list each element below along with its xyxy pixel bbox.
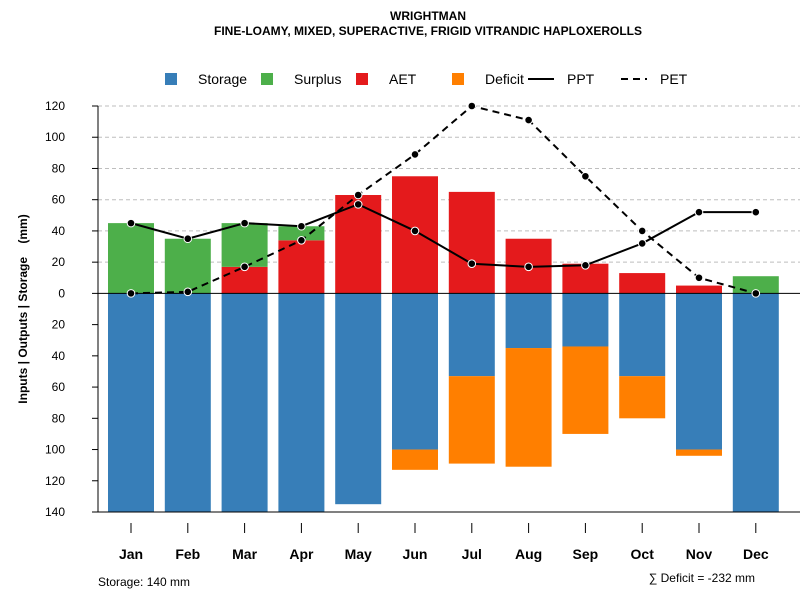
pet-point [751,289,761,298]
ppt-point [353,200,363,209]
storage-bar-apr [278,293,325,512]
pet-point [637,226,647,236]
legend-label-pet: PET [660,71,688,87]
x-tick-label: Mar [232,546,257,562]
deficit-bar-jul [448,376,495,464]
ppt-point [240,218,249,228]
deficit-bar-sep [562,346,609,434]
storage-bar-aug [505,293,552,349]
aet-bar-apr [278,240,325,294]
deficit-bar-oct [619,376,666,419]
x-tick-label: Jan [119,546,143,562]
deficit-bar-nov [676,449,722,456]
ppt-point [637,239,647,248]
x-axis: Jan Feb Mar Apr May Jun Jul Aug Sep Oct Nov Dec [98,511,800,562]
legend-label-ppt: PPT [567,71,595,87]
legend-swatch-surplus [261,73,273,85]
x-tick-label: Jul [462,546,482,562]
legend-label-storage: Storage [198,71,247,87]
y-tick-label: 0 [58,286,65,300]
surplus-bar-jan [108,223,154,294]
chart-title: WRIGHTMAN [390,9,466,23]
y-tick-label: 20 [52,318,66,332]
pet-point [694,273,704,283]
y-axis-label: Inputs | Outputs | Storage (mm) [16,214,30,403]
pet-point [297,235,306,245]
y-tick-label: 80 [52,161,66,175]
aet-bar-nov [676,285,722,294]
pet-point [353,190,363,200]
surplus-bar-apr [278,226,325,241]
storage-note: Storage: 140 mm [98,575,190,589]
ppt-point [467,259,477,269]
ppt-point [297,221,306,231]
y-tick-label: 120 [45,99,65,113]
y-tick-label: 140 [45,505,65,519]
deficit-bar-aug [505,348,552,467]
storage-bar-nov [676,293,722,450]
chart-subtitle: FINE-LOAMY, MIXED, SUPERACTIVE, FRIGID V… [214,24,642,38]
y-axis: 120 100 80 60 40 20 0 20 40 60 80 100 120 140 [45,99,99,519]
storage-bar-jun [392,293,438,450]
y-tick-label: 80 [52,411,66,425]
ppt-point [183,234,193,244]
x-tick-label: Dec [743,546,769,562]
pet-point [524,115,533,125]
storage-bar-oct [619,293,666,377]
pet-point [240,262,249,272]
x-tick-label: Oct [631,546,655,562]
legend-label-deficit: Deficit [485,71,524,87]
legend-label-aet: AET [389,71,417,87]
y-tick-label: 100 [45,130,65,144]
gridlines [98,105,800,263]
ppt-point [694,207,704,217]
storage-bar-jan [108,293,154,512]
y-tick-label: 120 [45,474,65,488]
pet-point [581,171,590,181]
ppt-point [126,218,136,228]
x-tick-label: May [345,546,372,562]
y-tick-label: 20 [52,255,66,269]
aet-bar-jul [448,191,495,294]
legend-swatch-deficit [452,73,464,85]
deficit-bar-jun [392,449,438,470]
x-tick-label: Aug [515,546,542,562]
deficit-note: ∑ Deficit = -232 mm [649,571,755,585]
storage-bar-jul [448,293,495,377]
aet-bar-oct [619,273,666,294]
ppt-point [751,207,761,217]
x-tick-label: Feb [175,546,200,562]
x-tick-label: Jun [403,546,428,562]
legend: Storage Surplus AET Deficit PPT PET [165,71,688,87]
storage-bar-dec [732,293,779,512]
pet-point [126,289,136,298]
pet-point [467,101,477,111]
storage-bar-mar [221,293,268,512]
y-tick-label: 40 [52,224,66,238]
ppt-point [410,226,420,236]
x-tick-label: Apr [289,546,314,562]
ppt-point [581,260,590,270]
series-lines [126,101,761,298]
y-tick-label: 100 [45,443,65,457]
storage-bar-sep [562,293,609,347]
ppt-point [524,262,533,272]
y-tick-label: 60 [52,380,66,394]
surplus-bar-dec [732,276,779,294]
x-tick-label: Sep [573,546,599,562]
storage-bar-may [335,293,382,505]
aet-bar-mar [221,266,268,294]
legend-label-surplus: Surplus [294,71,341,87]
pet-point [410,150,420,159]
x-tick-label: Nov [686,546,713,562]
y-tick-label: 60 [52,193,66,207]
legend-swatch-storage [165,73,177,85]
pet-point [183,287,193,297]
ppt-line [130,203,756,268]
legend-swatch-aet [356,73,368,85]
y-tick-label: 40 [52,349,66,363]
storage-bar-feb [164,293,211,512]
bars [98,176,800,512]
